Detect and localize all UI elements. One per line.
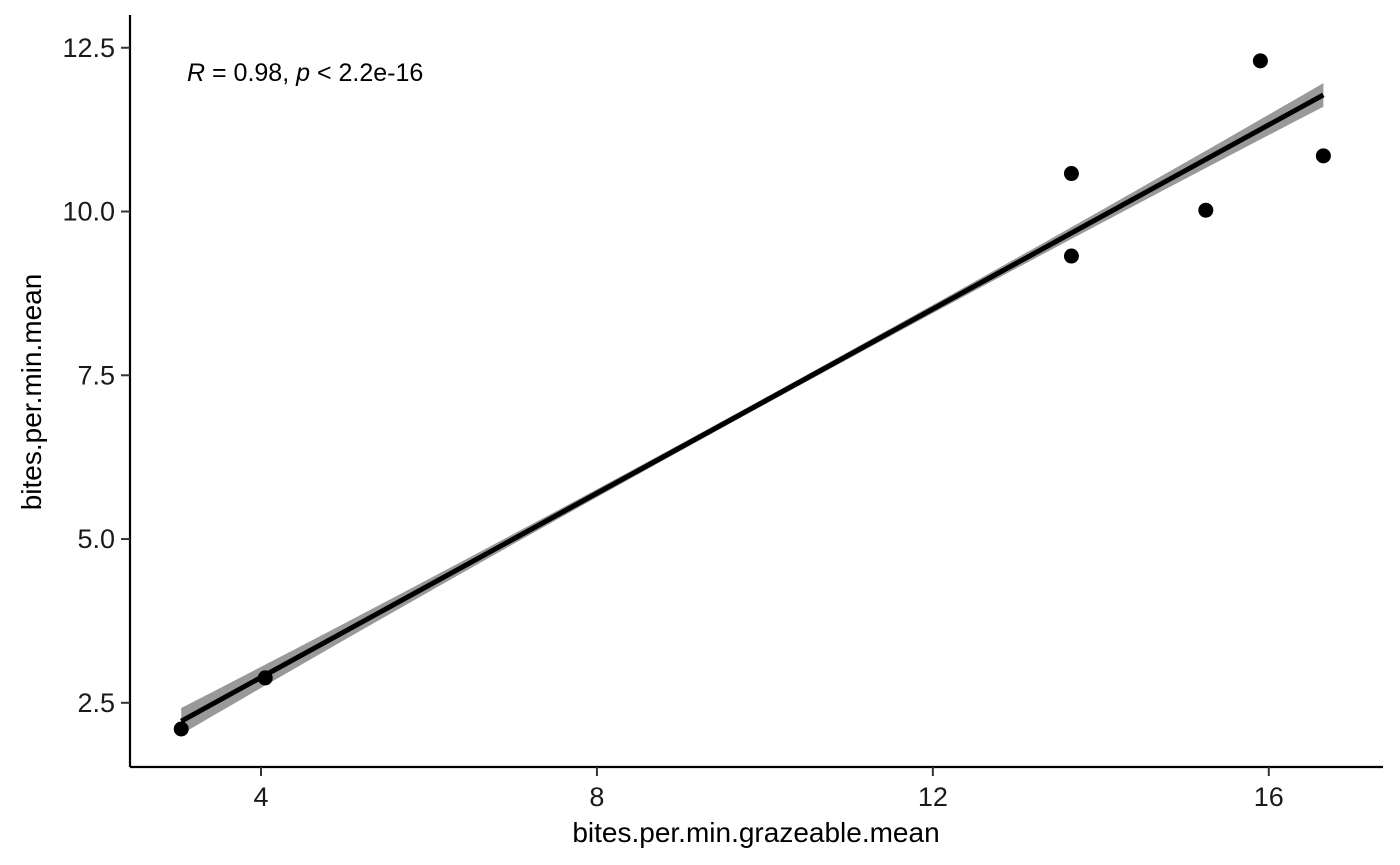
p-symbol: p <box>295 59 310 87</box>
y-tick-label: 5.0 <box>77 524 115 554</box>
axes-layer: 2.5 5.0 7.5 10.0 12.5 4 8 12 16 <box>62 15 1383 812</box>
x-tick-label: 4 <box>253 782 268 812</box>
x-tick-label: 16 <box>1254 782 1284 812</box>
data-point <box>173 721 189 737</box>
y-tick-label: 10.0 <box>62 197 115 227</box>
y-axis-title: bites.per.min.mean <box>16 274 47 511</box>
points-layer <box>173 53 1331 737</box>
y-tick-label: 2.5 <box>77 688 115 718</box>
fit-line-layer <box>180 92 1325 724</box>
x-axis-title: bites.per.min.grazeable.mean <box>572 817 939 848</box>
y-tick-label: 12.5 <box>62 33 115 63</box>
r-symbol: R <box>187 59 205 87</box>
regression-line <box>180 92 1325 724</box>
correlation-annotation: R = 0.98, p < 2.2e-16 <box>187 59 423 87</box>
data-point <box>1315 148 1331 164</box>
data-point <box>1063 248 1079 264</box>
data-point <box>1252 53 1268 69</box>
p-value-text: < 2.2e-16 <box>310 59 423 87</box>
data-point <box>257 670 273 686</box>
data-point <box>1063 166 1079 182</box>
x-tick-label: 8 <box>589 782 604 812</box>
r-value-text: = 0.98, <box>205 59 296 87</box>
y-tick-label: 7.5 <box>77 360 115 390</box>
data-point <box>1198 202 1214 218</box>
x-tick-label: 12 <box>918 782 948 812</box>
